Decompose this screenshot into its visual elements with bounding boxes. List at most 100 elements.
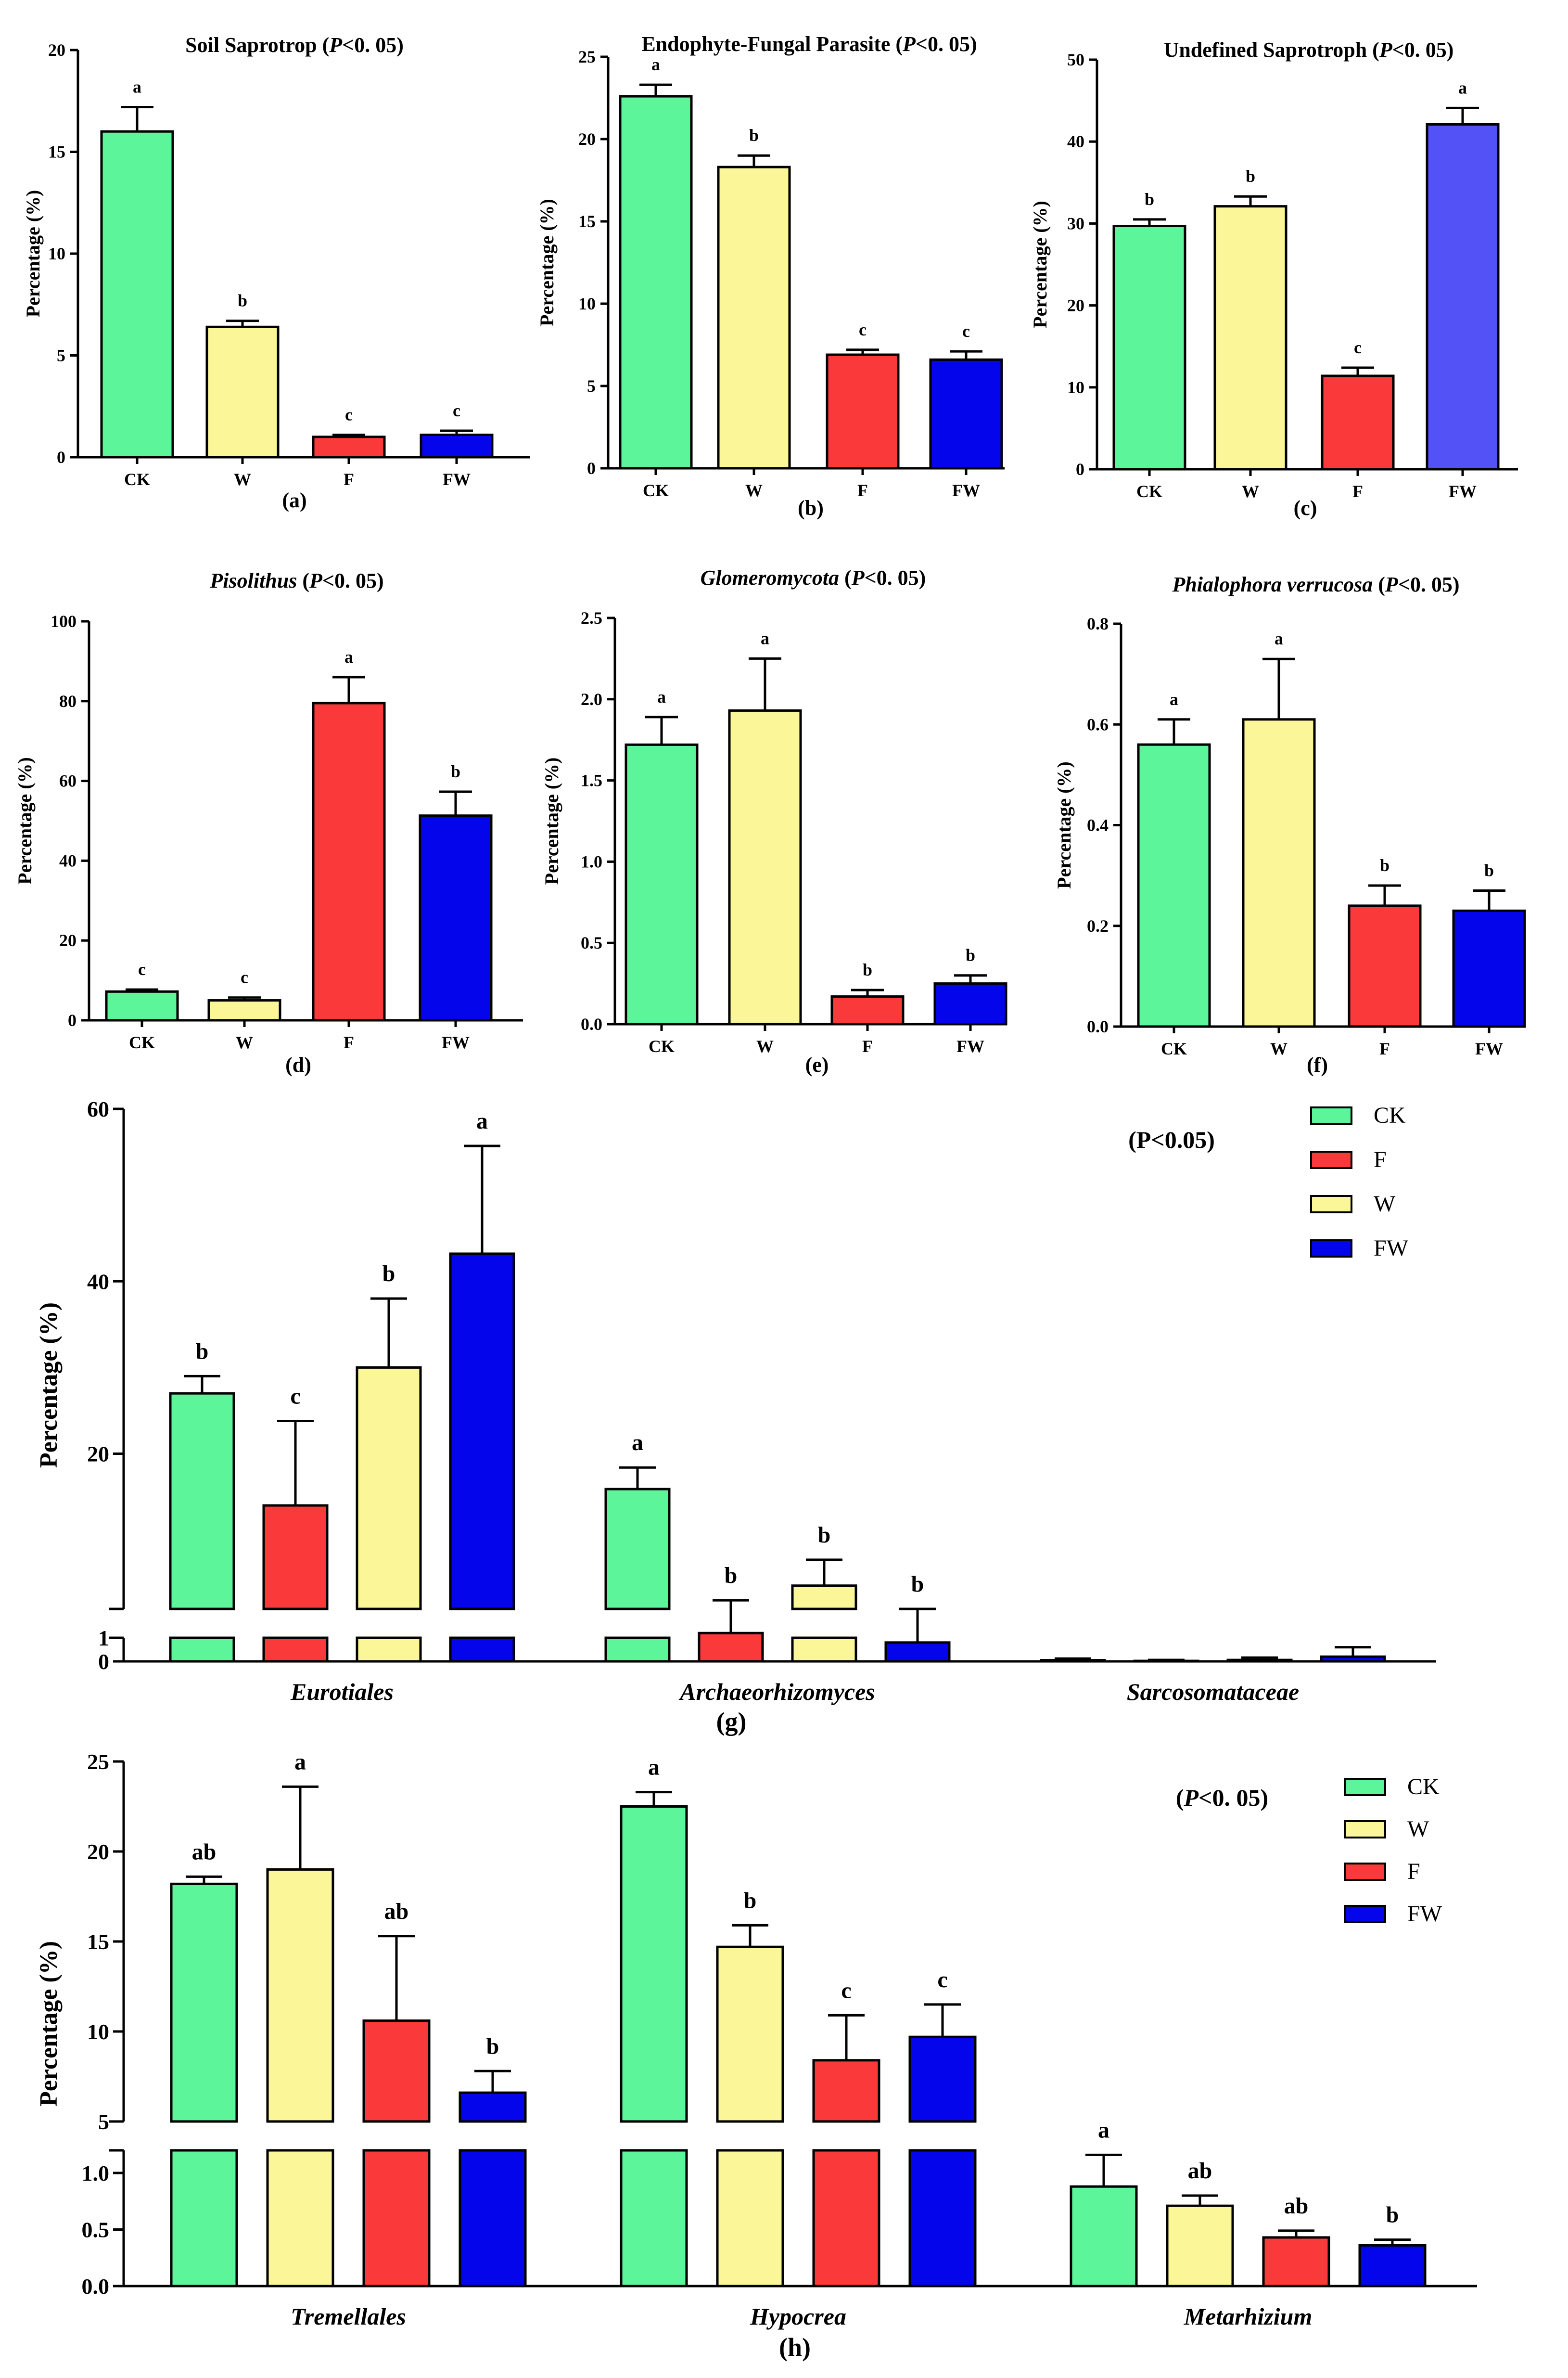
y-axis-label: Percentage (%) [541,758,562,885]
significance-letter: ab [1284,2193,1309,2219]
y-tick-label: 1.5 [581,771,602,790]
title-taxon: Glomeromycota [701,566,839,590]
y-tick-label: 40 [1067,132,1084,151]
chart-title: Endophyte-Fungal Parasite (P<0. 05) [641,32,977,56]
y-tick-label: 0 [57,448,65,467]
y-tick-label: 20 [87,1442,109,1466]
y-tick-label: 40 [59,851,76,870]
legend-swatch-f [1344,1863,1386,1881]
significance-letter: b [1145,190,1154,209]
bar-w [266,1868,334,2123]
bar-fw [933,982,1007,1026]
bar-ck [1070,2185,1138,2288]
bar-fw [1320,1655,1386,1663]
y-tick-label: 1 [98,1626,109,1650]
chart-title: Phialophora verrucosa (P<0. 05) [1172,573,1459,596]
legend-label: CK [1407,1774,1440,1800]
title-part: P [1379,38,1393,62]
significance-letter: b [863,960,872,979]
legend-label: FW [1374,1235,1409,1261]
bar-fw-lower [459,2149,527,2288]
title-part: Undefined Saprotroph ( [1164,38,1379,62]
bar-ck [620,1805,688,2123]
significance-letter: ab [192,1839,217,1864]
panel-label: (e) [805,1053,829,1077]
y-axis-label: Percentage (%) [14,757,36,885]
y-tick-label: 10 [1067,378,1084,397]
x-tick-label: Metarhizium [1184,2303,1313,2330]
significance-letter: c [453,401,460,420]
significance-letter: b [911,1571,924,1597]
x-tick-label: FW [956,1037,984,1056]
significance-letter: c [962,321,970,341]
bar-f [698,1632,764,1663]
bar-f-lower [812,2149,880,2288]
title-part: P [902,32,916,56]
y-tick-label: 1.0 [581,852,602,871]
significance-letter: c [290,1383,300,1409]
significance-letter: b [818,1522,831,1548]
legend-swatch-fw [1310,1239,1352,1258]
significance-letter: a [1458,78,1467,97]
x-tick-label: Tremellales [291,2303,406,2330]
x-tick-label: CK [124,470,150,489]
x-tick-label: W [234,470,251,489]
y-tick-label: 15 [48,142,65,162]
significance-letter: b [725,1563,738,1588]
significance-letter: c [241,968,248,987]
bar-fw-lower [449,1636,515,1663]
bar-w [1166,2204,1234,2288]
significance-letter: b [196,1338,209,1364]
title-part: <0. 05) [342,33,404,57]
title-part: P [309,569,323,592]
significance-letter: a [1170,690,1178,709]
title-part: P [329,33,343,57]
chart-title: Undefined Saprotroph (P<0. 05) [1164,38,1454,62]
y-tick-label: 25 [578,47,596,66]
y-tick-label: 60 [59,771,76,791]
y-axis-label: Percentage (%) [35,1302,63,1468]
y-tick-label: 0 [68,1011,76,1030]
y-tick-label: 20 [87,1839,109,1864]
y-tick-label: 100 [51,612,76,631]
bar-f-lower [262,1636,329,1663]
x-tick-label: CK [1161,1039,1187,1058]
significance-letter: a [133,77,141,96]
bar-w [1213,205,1288,471]
bar-f [1348,904,1422,1028]
significance-letter: b [451,762,460,781]
legend-label: F [1407,1859,1420,1884]
significance-letter: b [966,946,975,965]
significance-letter: a [294,1749,306,1774]
bar-fw [1452,909,1526,1028]
bar-fw [884,1641,951,1663]
bar-w [207,999,281,1022]
x-tick-label: F [1352,482,1363,501]
bar-w [1242,718,1316,1028]
panel-label: (c) [1294,496,1317,520]
title-part: <0. 05) [865,566,926,590]
y-tick-label: 30 [1067,214,1084,233]
bar-w [791,1584,857,1610]
bar-fw [1358,2244,1427,2288]
x-tick-label: Eurotiales [290,1678,394,1705]
x-tick-label: F [857,481,868,500]
bar-fw [419,814,493,1022]
bar-f-lower [362,2149,431,2288]
significance-letter: a [651,55,660,74]
x-tick-label: FW [443,470,471,489]
significance-letter: a [657,687,666,707]
y-tick-label: 0.2 [1087,916,1109,936]
bar-f [826,353,900,470]
significance-letter: c [841,1978,851,2003]
y-tick-label: 20 [578,129,596,149]
legend-label: FW [1407,1901,1442,1927]
bar-ck [1112,225,1186,471]
y-tick-label: 40 [87,1269,109,1294]
legend-swatch-f [1310,1151,1352,1169]
bar-f [312,436,386,459]
bar-f [262,1504,329,1610]
legend-swatch-fw [1344,1905,1386,1923]
y-tick-label: 5 [57,346,65,365]
